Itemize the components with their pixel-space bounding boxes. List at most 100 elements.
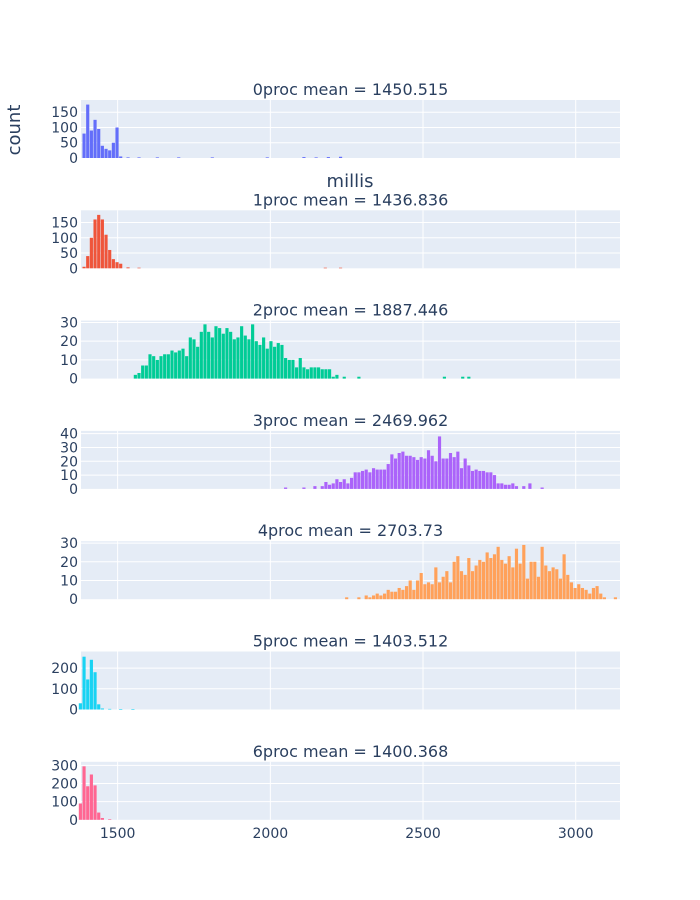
histogram-bar [371, 595, 376, 600]
y-axis-label: count [4, 105, 25, 156]
histogram-bar [419, 573, 423, 600]
histogram-bar [467, 376, 471, 379]
histogram-bar [97, 812, 101, 820]
histogram-bar [144, 365, 148, 379]
panel-background [81, 761, 620, 820]
panel-title: 2proc mean = 1887.446 [253, 301, 449, 320]
histogram-bar [569, 582, 574, 600]
histogram-bar [558, 578, 563, 600]
histogram-bar [430, 584, 434, 600]
histogram-bar [338, 267, 343, 269]
y-tick-label: 0 [69, 151, 78, 167]
histogram-bar [386, 589, 390, 600]
histogram-bar [463, 574, 467, 600]
x-tick-label: 3000 [558, 826, 594, 842]
histogram-bar [390, 454, 394, 489]
x-tick-label: 2000 [253, 826, 289, 842]
histogram-bar [89, 774, 93, 820]
histogram-bar [461, 376, 465, 379]
histogram-bar [265, 157, 269, 158]
panel-title: 6proc mean = 1400.368 [253, 742, 449, 761]
histogram-bar [386, 464, 390, 489]
histogram-bar [342, 479, 346, 489]
histogram-bar [437, 582, 442, 600]
histogram-bar [368, 472, 372, 489]
histogram-bar [236, 337, 240, 379]
histogram-bar [317, 367, 321, 379]
histogram-bar [426, 450, 431, 489]
histogram-bar [379, 595, 383, 600]
histogram-bar [291, 359, 295, 379]
histogram-bar [108, 819, 112, 820]
histogram-bar [426, 582, 431, 600]
histogram-bar [580, 587, 585, 600]
histogram-bar [111, 142, 115, 158]
histogram-bar [379, 469, 383, 489]
histogram-bar [324, 482, 328, 489]
histogram-bar [540, 487, 544, 489]
histogram-bar [445, 458, 449, 489]
histogram-bar [360, 470, 365, 489]
histogram-bar [225, 328, 229, 379]
histogram-bar [364, 595, 368, 600]
y-tick-label: 100 [51, 231, 78, 247]
histogram-bar [97, 214, 101, 269]
histogram-bar [613, 597, 617, 600]
histogram-bar [86, 104, 90, 158]
panel-background [81, 651, 620, 710]
histogram-bar [514, 486, 519, 489]
histogram-bar [251, 324, 255, 379]
histogram-bar [313, 486, 317, 489]
histogram-bar [284, 487, 288, 489]
histogram-bar [82, 266, 86, 269]
histogram-bar [371, 468, 376, 489]
histogram-bar [412, 457, 416, 489]
histogram-bar [404, 586, 409, 600]
histogram-bar [522, 486, 526, 489]
histogram-bar [408, 455, 412, 489]
histogram-bar [335, 374, 339, 379]
histogram-bar [115, 127, 119, 158]
histogram-bar [375, 469, 379, 489]
histogram-bar [181, 348, 185, 379]
histogram-bar [441, 458, 445, 489]
histogram-bar [232, 339, 236, 379]
histogram-bar [214, 326, 218, 379]
histogram-bar [100, 817, 104, 820]
y-tick-label: 0 [69, 261, 78, 277]
histogram-bar [507, 484, 511, 489]
y-tick-label: 10 [60, 353, 78, 369]
histogram-bar [528, 483, 532, 489]
histogram-bar [602, 597, 606, 600]
histogram-bar [338, 156, 343, 158]
y-tick-label: 200 [51, 777, 78, 793]
histogram-bar [100, 219, 104, 269]
histogram-bar [349, 477, 354, 489]
histogram-bar [97, 704, 101, 710]
histogram-bar [177, 157, 181, 158]
histogram-bar [390, 591, 394, 600]
histogram-bar [500, 483, 504, 489]
histogram-bar [445, 571, 449, 600]
y-tick-label: 30 [60, 536, 78, 552]
histogram-bar [166, 354, 170, 379]
panel-background [81, 210, 620, 269]
panel-title: 5proc mean = 1403.512 [253, 632, 449, 651]
histogram-bar [137, 157, 141, 158]
histogram-bar [82, 133, 86, 158]
panel-5: 0 100 200 5proc mean = 1403.512 [51, 632, 620, 719]
histogram-bar [258, 344, 262, 379]
histogram-bar [448, 453, 453, 489]
histogram-bar [82, 656, 86, 710]
histogram-bar [188, 337, 192, 379]
histogram-bar [529, 561, 533, 600]
histogram-bar [481, 470, 486, 489]
histogram-bar [108, 150, 112, 158]
panel-title: 1proc mean = 1436.836 [253, 190, 449, 209]
histogram-bar [141, 365, 145, 379]
histogram-bar [459, 468, 464, 489]
x-tick-label: 2500 [405, 826, 441, 842]
histogram-bar [328, 369, 332, 379]
